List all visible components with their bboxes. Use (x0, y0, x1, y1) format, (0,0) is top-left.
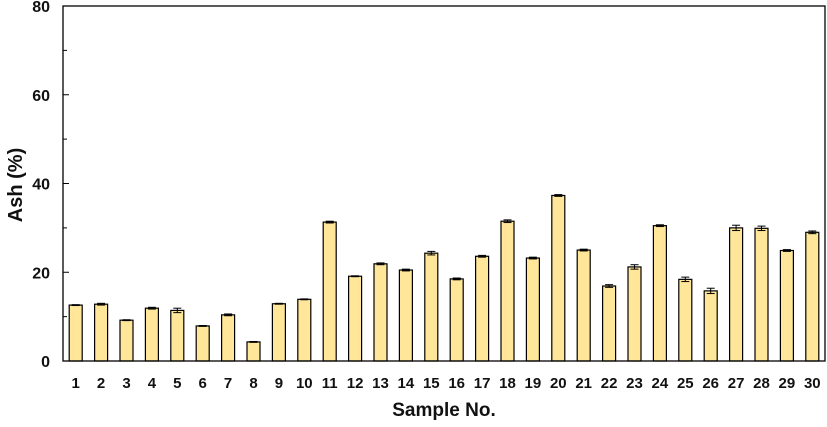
x-tick-label: 18 (499, 375, 516, 392)
y-tick-label: 60 (32, 88, 50, 105)
bar-2 (93, 303, 109, 362)
x-tick-label: 7 (224, 375, 232, 392)
bar-10 (297, 298, 312, 362)
bar-29 (779, 249, 795, 362)
x-tick-label: 30 (804, 375, 821, 392)
x-tick-label: 13 (372, 375, 389, 392)
x-tick-label: 14 (398, 375, 415, 392)
x-tick-label: 22 (601, 375, 618, 392)
bar-25 (678, 278, 693, 362)
bar-30 (805, 231, 820, 362)
x-tick-label: 6 (199, 375, 207, 392)
x-tick-label: 27 (728, 375, 745, 392)
bar-5 (170, 309, 185, 362)
bar-15 (424, 252, 439, 362)
x-tick-label: 23 (626, 375, 643, 392)
y-tick-label: 0 (41, 354, 50, 371)
x-tick-label: 2 (97, 375, 105, 392)
x-tick-label: 20 (550, 375, 567, 392)
bar-14 (398, 269, 413, 362)
x-tick-label: 24 (652, 375, 669, 392)
bar-4 (144, 307, 159, 362)
x-tick-label: 3 (122, 375, 130, 392)
bar-13 (373, 263, 388, 362)
x-tick-label: 29 (779, 375, 796, 392)
x-tick-label: 1 (72, 375, 80, 392)
y-tick-label: 80 (32, 0, 50, 16)
bar-20 (551, 194, 566, 362)
x-tick-label: 28 (753, 375, 770, 392)
bar-16 (449, 278, 464, 362)
bar-3 (119, 319, 134, 362)
x-tick-label: 12 (347, 375, 364, 392)
bar-6 (195, 325, 210, 362)
bar-11 (322, 221, 337, 362)
x-tick-label: 17 (474, 375, 491, 392)
bar-22 (601, 285, 617, 362)
bar-1 (68, 304, 83, 362)
y-tick-label: 40 (32, 177, 50, 194)
bar-21 (576, 249, 591, 362)
y-axis-label: Ash (%) (5, 148, 27, 222)
bar-23 (627, 266, 642, 362)
x-tick-label: 9 (275, 375, 283, 392)
axes-group: 1 2 3 4 5 6 7 8 9 10 11 12 13 14 15 16 17 18 19 20 21 22 23 24 2… (32, 0, 826, 392)
x-tick-label: 21 (575, 375, 592, 392)
bar-26 (703, 290, 718, 362)
x-tick-label: 5 (173, 375, 181, 392)
bar-12 (348, 275, 363, 362)
bar-7 (221, 314, 236, 362)
bar-8 (246, 341, 261, 362)
y-tick-label: 20 (32, 265, 50, 282)
x-tick-label: 4 (148, 375, 157, 392)
x-tick-label: 25 (677, 375, 694, 392)
x-tick-label: 8 (249, 375, 257, 392)
bars-group (68, 194, 820, 362)
x-tick-label: 26 (702, 375, 719, 392)
x-axis-label: Sample No. (392, 400, 495, 421)
x-tick-label: 11 (322, 375, 338, 392)
bar-19 (525, 257, 541, 362)
bar-28 (754, 227, 769, 362)
bar-27 (728, 227, 744, 362)
x-tick-label: 15 (423, 375, 440, 392)
x-tick-label: 19 (525, 375, 542, 392)
bar-18 (500, 220, 515, 362)
bar-17 (475, 255, 490, 362)
x-tick-label: 10 (296, 375, 313, 392)
x-tick-label: 16 (448, 375, 465, 392)
bar-9 (271, 303, 286, 362)
bar-24 (652, 225, 668, 362)
